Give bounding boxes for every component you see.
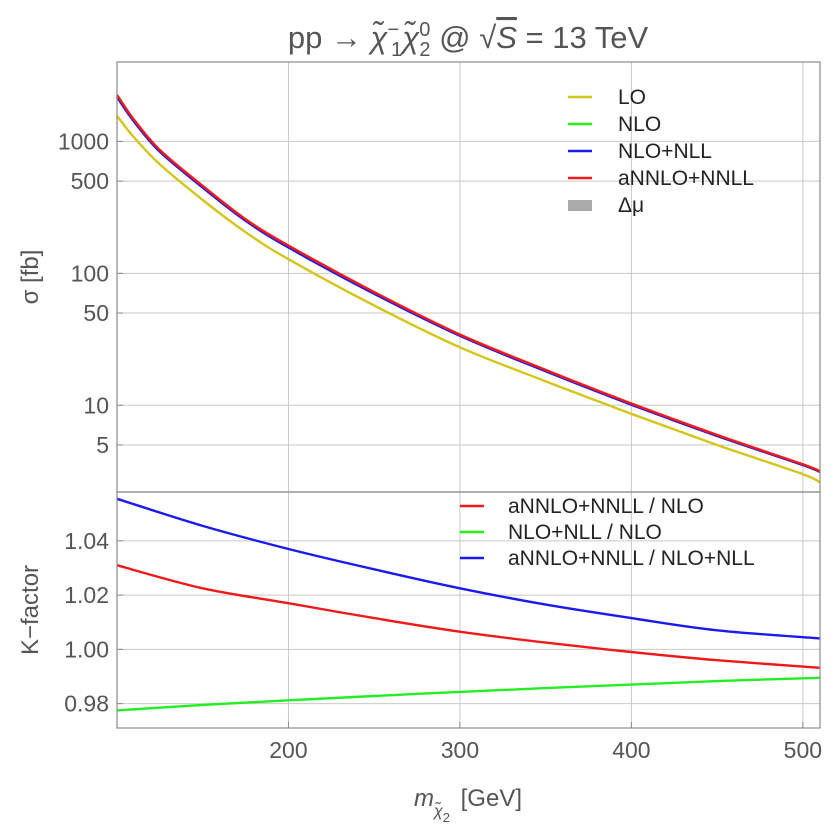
title-chi1-sup: − [387, 19, 399, 41]
x-axis-label: mχ̃2 [GeV] [414, 785, 522, 825]
legend-label-delta-mu: Δμ [618, 194, 644, 217]
top-ytick-label-1000: 1000 [58, 128, 109, 154]
xtick-label-400: 400 [612, 737, 650, 763]
top-panel-y-ticks: 5 10 50 100 500 1000 [58, 128, 123, 458]
ratio-line-annlo-nnll-nlo-nll [116, 497, 821, 640]
bottom-panel-lines [116, 497, 821, 712]
xtick-label-500: 500 [784, 737, 822, 763]
uncertainty-band-delta-mu [117, 93, 820, 474]
legend-label-annlo-over-nlo: aNNLO+NNLL / NLO [508, 495, 704, 518]
xtick-label-300: 300 [441, 737, 479, 763]
ratio-line-annlo-nnll-nlo [116, 564, 821, 669]
series-line-lo [116, 115, 821, 484]
title-chi1: χ̃ [368, 20, 389, 55]
bottom-ytick-label-1.04: 1.04 [64, 528, 109, 554]
bottom-y-axis-label: K−factor [17, 565, 44, 655]
top-ytick-label-50: 50 [83, 300, 109, 326]
title-chi2: χ̃ [399, 20, 420, 55]
legend-swatch-delta-mu [568, 200, 592, 211]
legend-label-annlo-over-nlonll: aNNLO+NNLL / NLO+NLL [508, 547, 755, 570]
bottom-ytick-label-1.02: 1.02 [64, 582, 109, 608]
bottom-ytick-label-0.98: 0.98 [64, 691, 109, 717]
top-ytick-label-500: 500 [71, 168, 109, 194]
bottom-panel-legend: aNNLO+NNLL / NLO NLO+NLL / NLO aNNLO+NNL… [460, 495, 755, 570]
top-panel-uncertainty-band [117, 93, 820, 474]
series-line-nlo [116, 96, 821, 473]
legend-label-nlo: NLO [618, 113, 661, 136]
legend-label-annlo-nnll: aNNLO+NNLL [618, 167, 754, 190]
title-chi2-sub: 2 [419, 39, 430, 61]
top-ytick-label-10: 10 [83, 392, 109, 418]
chart-title: pp → χ̃− 1χ̃0 2 @ √S = 13 TeV [288, 19, 649, 61]
title-s: S [496, 20, 517, 55]
title-energy: = 13 TeV [517, 20, 649, 55]
title-process: pp → [288, 20, 371, 55]
top-panel-legend: LO NLO NLO+NLL aNNLO+NNLL Δμ [568, 86, 754, 217]
title-at: @ [430, 20, 479, 55]
top-ytick-label-5: 5 [96, 432, 109, 458]
bottom-panel-y-ticks: 0.98 1.00 1.02 1.04 [64, 528, 123, 717]
bottom-ytick-label-1: 1.00 [64, 636, 109, 662]
series-line-nlo-nll [116, 96, 821, 474]
series-line-annlo-nnll [116, 94, 821, 473]
top-y-axis-label: σ [fb] [17, 250, 44, 305]
ratio-line-nlo-nll-nlo [116, 676, 821, 712]
top-panel-frame [116, 61, 821, 493]
top-panel-lines [116, 94, 821, 484]
legend-label-nlonll-over-nlo: NLO+NLL / NLO [508, 521, 662, 544]
title-chi2-sup: 0 [419, 19, 430, 41]
title-sqrt: √ [479, 20, 496, 55]
top-ytick-label-100: 100 [71, 260, 109, 286]
top-panel-grid [117, 62, 820, 492]
legend-label-nlo-nll: NLO+NLL [618, 140, 712, 163]
xtick-label-200: 200 [269, 737, 307, 763]
title-chi1-sub: 1 [391, 39, 402, 61]
bottom-panel-x-ticks: 200 300 400 500 [269, 722, 822, 763]
legend-label-lo: LO [618, 86, 646, 109]
bottom-panel-frame [116, 491, 821, 729]
